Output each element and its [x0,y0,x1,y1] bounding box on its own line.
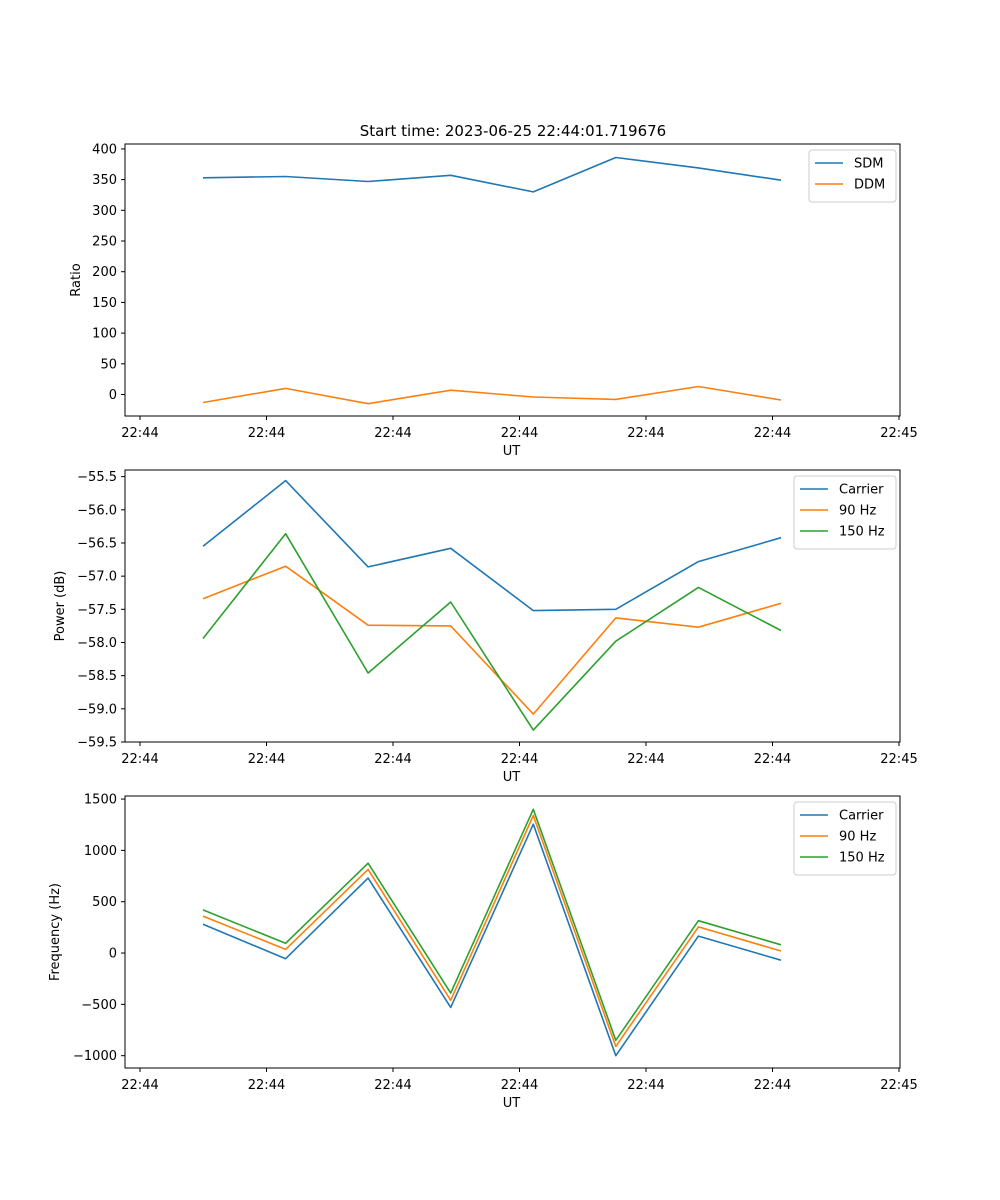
y-tick-label: −1000 [73,1049,117,1064]
y-tick-label: −59.5 [77,736,117,751]
x-tick-label: 22:44 [754,752,791,767]
plot-area [124,795,901,1069]
x-tick-label: 22:44 [248,1078,285,1093]
x-tick-label: 22:44 [501,426,538,441]
series-line-carrier [202,479,782,612]
x-tick-label: 22:44 [627,1078,664,1093]
y-tick-label: 350 [92,173,117,188]
x-tick-label: 22:44 [121,752,158,767]
x-tick-label: 22:44 [248,426,285,441]
x-tick-label: 22:45 [880,426,917,441]
y-tick-label: 0 [109,947,117,962]
y-tick-label: 150 [92,296,117,311]
y-tick-label: 50 [100,357,117,372]
series-line-carrier [202,823,782,1057]
series-line-90-hz [202,565,782,715]
legend-label: 150 Hz [839,851,885,866]
y-tick-label: −58.0 [77,636,117,651]
legend: Carrier 90 Hz 150 Hz [793,475,897,550]
y-tick-label: −55.5 [77,470,117,485]
x-tick-label: 22:44 [248,752,285,767]
y-axis-label: Power (dB) [53,571,68,642]
x-tick-label: 22:44 [501,1078,538,1093]
x-tick-label: 22:44 [121,426,158,441]
x-tick-label: 22:44 [754,426,791,441]
x-tick-label: 22:44 [627,752,664,767]
legend-label: 90 Hz [839,830,876,845]
y-tick-label: −57.5 [77,603,117,618]
chart-panel-2: −59.5 −59.0 −58.5 −58.0 −57.5 −57.0 −56.5 −56.0… [53,469,918,785]
y-tick-label: 500 [92,895,117,910]
series-line-ddm [202,385,782,405]
legend-label: 150 Hz [839,525,885,540]
x-tick-label: 22:44 [374,752,411,767]
y-tick-label: −59.0 [77,702,117,717]
series-line-90-hz [202,814,782,1048]
y-tick-label: 100 [92,327,117,342]
x-tick-label: 22:44 [121,1078,158,1093]
x-tick-label: 22:45 [880,1078,917,1093]
series-line-sdm [202,156,782,193]
series-line-150-hz [202,808,782,1042]
y-tick-label: 250 [92,235,117,250]
legend-label: Carrier [839,483,884,498]
x-tick-label: 22:44 [374,426,411,441]
y-tick-label: −500 [81,998,117,1013]
legend-label: SDM [854,157,883,172]
legend: SDM DDM [808,149,897,203]
y-tick-label: −56.0 [77,503,117,518]
y-tick-label: 200 [92,265,117,280]
y-tick-label: 1000 [84,844,117,859]
y-tick-label: 1500 [84,793,117,808]
legend-label: Carrier [839,809,884,824]
y-tick-label: 300 [92,204,117,219]
chart-title: Start time: 2023-06-25 22:44:01.719676 [360,122,666,140]
plot-area [124,143,901,417]
plot-area [124,469,901,743]
legend-label: 90 Hz [839,504,876,519]
x-axis-label: UT [503,444,521,459]
y-tick-label: 0 [109,388,117,403]
legend: Carrier 90 Hz 150 Hz [793,801,897,876]
x-axis-label: UT [503,1096,521,1111]
series-line-150-hz [202,532,782,731]
y-axis-label: Ratio [69,263,84,296]
x-axis-label: UT [503,770,521,785]
y-tick-label: 400 [92,142,117,157]
y-tick-label: −56.5 [77,536,117,551]
chart-panel-3: −1000 −500 0 500 1000 1500 22:44 22:44 22:44 22:4… [48,793,918,1111]
y-tick-label: −57.0 [77,570,117,585]
x-tick-label: 22:44 [754,1078,791,1093]
x-tick-label: 22:45 [880,752,917,767]
legend-label: DDM [854,178,885,193]
x-tick-label: 22:44 [501,752,538,767]
y-axis-label: Frequency (Hz) [48,883,63,981]
x-tick-label: 22:44 [374,1078,411,1093]
chart-panel-1: 0 50 100 150 200 250 300 350 400 22:44 22:44 22:44 2… [69,142,918,459]
x-tick-label: 22:44 [627,426,664,441]
y-tick-label: −58.5 [77,669,117,684]
